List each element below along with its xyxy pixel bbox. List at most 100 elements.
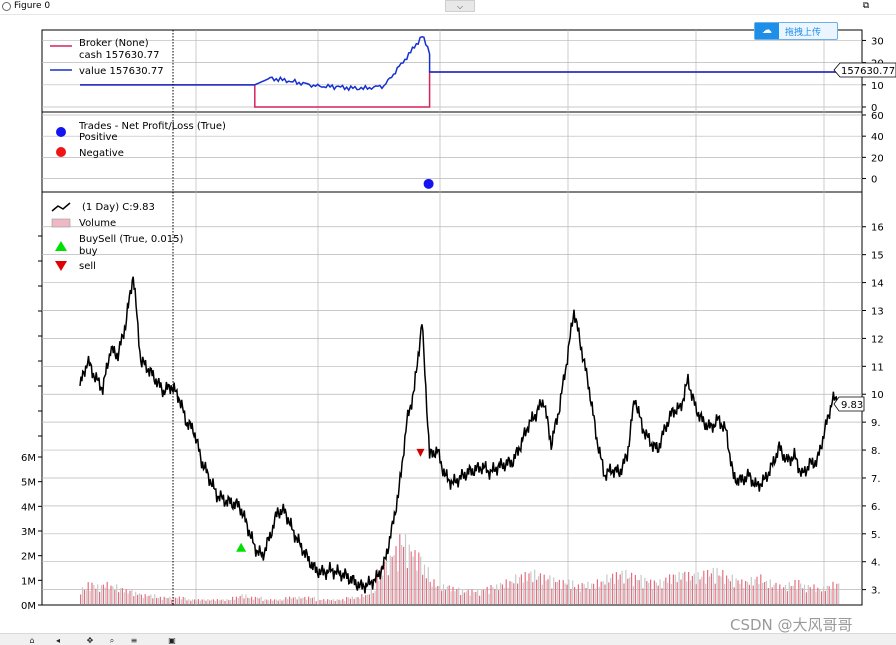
- volume-bar: [642, 588, 644, 604]
- volume-bar: [121, 588, 123, 604]
- volume-bar: [651, 589, 654, 604]
- volume-bar: [701, 576, 703, 604]
- volume-bar: [737, 580, 739, 604]
- volume-bar: [821, 591, 823, 604]
- volume-bar: [180, 599, 182, 604]
- home-icon[interactable]: ⌂: [29, 636, 35, 645]
- volume-bar: [505, 579, 507, 604]
- volume-bar: [805, 592, 807, 604]
- volume-bar: [809, 587, 811, 604]
- dropdown-menu-button[interactable]: ⌵: [445, 0, 475, 12]
- volume-bar: [515, 574, 517, 604]
- volume-bar: [564, 583, 566, 604]
- volume-bar: [336, 599, 338, 604]
- buy-legend-marker: [55, 241, 67, 251]
- volume-bar: [463, 592, 465, 604]
- volume-bar: [446, 586, 448, 604]
- volume-bar: [822, 586, 825, 604]
- volume-bar: [251, 596, 253, 604]
- volume-bar: [237, 598, 239, 604]
- broker-legend-cash: cash 157630.77: [79, 50, 159, 61]
- volume-bar: [85, 590, 87, 604]
- volume-bar: [693, 573, 695, 604]
- price-ytick-label-2: 5.: [871, 530, 881, 541]
- save-icon[interactable]: ▣: [168, 636, 176, 645]
- volume-bar: [311, 597, 313, 604]
- volume-bar: [268, 600, 270, 604]
- volume-bar: [150, 594, 152, 604]
- volume-bar: [241, 594, 243, 604]
- volume-bar: [91, 582, 93, 604]
- volume-bar: [745, 581, 747, 604]
- volume-bar: [387, 575, 389, 604]
- volume-bar: [344, 600, 346, 604]
- volume-bar: [437, 586, 439, 604]
- volume-bar: [410, 551, 412, 604]
- volume-bar: [328, 599, 331, 604]
- volume-bar: [116, 584, 118, 604]
- axis-ticks: 010203002040603.4.5.6.7.8.9.101112131415…: [21, 36, 884, 612]
- volume-bar: [735, 578, 737, 604]
- pan-icon[interactable]: ✥: [86, 636, 94, 645]
- broker-legend-title: Broker (None): [79, 38, 149, 49]
- volume-bar: [224, 601, 226, 604]
- volume-bar: [625, 569, 627, 604]
- volume-bar: [705, 583, 707, 604]
- volume-bar: [486, 586, 488, 604]
- volume-bar: [325, 601, 327, 604]
- volume-bar: [764, 582, 766, 604]
- volume-bar: [629, 577, 631, 604]
- broker-ytick-label-0: 0: [871, 103, 877, 114]
- volume-bar: [669, 574, 671, 604]
- volume-bar: [813, 584, 815, 604]
- maximize-button[interactable]: ⧉: [862, 1, 870, 11]
- volume-bar: [195, 600, 198, 604]
- volume-bar: [292, 597, 294, 604]
- volume-bar: [826, 585, 828, 604]
- volume-bar: [452, 586, 454, 604]
- volume-bar: [144, 594, 146, 604]
- volume-bar: [239, 596, 241, 604]
- back-icon[interactable]: ◂: [55, 636, 60, 645]
- volume-bar: [258, 598, 260, 604]
- zoom-icon[interactable]: ⌕: [109, 636, 115, 645]
- upload-button[interactable]: ☁ 拖拽上传: [754, 22, 838, 40]
- broker-legend-value: value 157630.77: [79, 66, 164, 77]
- volume-bar: [566, 584, 568, 604]
- volume-bar: [401, 545, 403, 604]
- volume-bar: [171, 599, 173, 604]
- volume-bar: [765, 580, 768, 604]
- volume-bar: [414, 550, 416, 604]
- volume-bar: [543, 574, 545, 604]
- volume-bar: [262, 600, 264, 604]
- volume-bar: [471, 589, 473, 604]
- volume-bar: [484, 590, 486, 604]
- volume-bar: [370, 589, 372, 604]
- volume-bar: [363, 597, 365, 604]
- configure-icon[interactable]: ≡: [130, 636, 138, 645]
- volume-bar: [691, 575, 693, 604]
- volume-bar: [623, 583, 625, 604]
- volume-bar: [667, 582, 669, 604]
- volume-bar: [634, 575, 636, 604]
- volume-bar: [585, 587, 587, 604]
- volume-bar: [347, 597, 350, 604]
- price-last-value-box: 9.83: [833, 396, 865, 412]
- volume-bar: [824, 591, 826, 604]
- volume-bar: [418, 552, 420, 604]
- price-legend-buysell: BuySell (True, 0.015): [79, 234, 183, 245]
- price-ytick-label-12: 15: [871, 251, 884, 262]
- volume-bar: [152, 598, 154, 604]
- volume-bar: [570, 589, 572, 604]
- volume-bar: [684, 571, 686, 604]
- volume-bar: [729, 581, 731, 604]
- volume-bar: [256, 597, 258, 604]
- volume-bar: [385, 556, 388, 604]
- volume-bar: [784, 584, 787, 604]
- volume-bar: [247, 597, 249, 604]
- volume-bar: [408, 544, 410, 604]
- volume-bar: [433, 579, 435, 604]
- volume-bar: [577, 584, 579, 604]
- volume-bar: [503, 587, 505, 604]
- volume-bar: [431, 586, 433, 604]
